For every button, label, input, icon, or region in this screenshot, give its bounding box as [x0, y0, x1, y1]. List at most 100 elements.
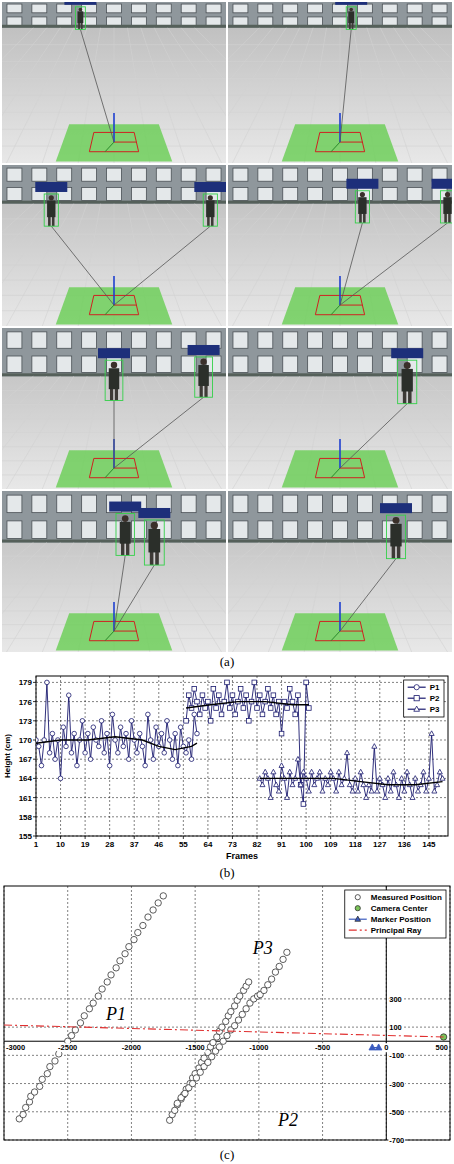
- marker-axis: [339, 439, 341, 468]
- ray-line: [340, 559, 396, 631]
- trend-line: [260, 778, 443, 784]
- data-point: [260, 712, 265, 717]
- data-point: [108, 972, 114, 978]
- person-leg: [397, 546, 400, 559]
- data-point: [192, 712, 197, 717]
- window: [206, 4, 221, 13]
- person-leg: [204, 385, 207, 397]
- data-point: [80, 719, 85, 724]
- data-point: [336, 769, 341, 774]
- bounding-box: [346, 7, 356, 30]
- ray-line: [80, 29, 114, 142]
- marker-axis: [113, 113, 115, 142]
- tile-line: [168, 543, 226, 652]
- window: [308, 332, 323, 348]
- building: [228, 328, 452, 376]
- data-point: [298, 783, 303, 788]
- person-leg: [403, 391, 406, 404]
- window: [107, 521, 122, 539]
- window: [333, 332, 348, 348]
- data-point: [287, 687, 292, 692]
- window: [7, 187, 22, 200]
- window: [131, 17, 146, 26]
- data-point: [219, 1024, 225, 1030]
- window: [32, 356, 47, 372]
- tile-line: [394, 376, 452, 489]
- ground: [228, 165, 452, 326]
- y-tick-label: 173: [19, 717, 33, 726]
- person-leg: [444, 213, 447, 223]
- grid-line: [355, 676, 356, 836]
- marker-axis: [113, 276, 115, 305]
- annotation: P3: [252, 938, 273, 958]
- data-point: [290, 782, 295, 787]
- tile-line: [195, 376, 226, 489]
- data-point: [284, 949, 290, 955]
- data-point: [247, 719, 252, 724]
- data-point: [81, 1013, 87, 1019]
- tile-line: [228, 204, 259, 326]
- data-point: [298, 782, 303, 787]
- video-frame: [228, 165, 452, 326]
- bounding-box: [355, 191, 369, 223]
- tile-line: [168, 376, 226, 489]
- window: [32, 168, 47, 181]
- window: [333, 356, 348, 372]
- x-tick-label: -500: [315, 1043, 330, 1052]
- person-leg: [359, 213, 362, 223]
- label-patch: [388, 1023, 403, 1032]
- window: [283, 168, 298, 181]
- data-point: [205, 1059, 211, 1065]
- window: [156, 356, 171, 372]
- label-patch: [121, 1043, 142, 1052]
- data-point: [261, 987, 267, 993]
- legend-key: [414, 685, 419, 690]
- grid-line: [195, 886, 196, 1140]
- window: [258, 521, 273, 539]
- y-tick-label: 161: [19, 794, 33, 803]
- data-point: [241, 706, 246, 711]
- window: [258, 168, 273, 181]
- data-point: [36, 738, 38, 743]
- window: [233, 168, 248, 181]
- label-patch: [434, 1043, 449, 1052]
- data-point: [228, 1008, 234, 1014]
- tile-line: [228, 376, 259, 489]
- window: [206, 495, 221, 513]
- data-point: [219, 712, 224, 717]
- label-patch: [5, 1043, 26, 1052]
- window: [57, 521, 72, 539]
- height-label-box: [335, 2, 367, 5]
- window: [156, 168, 171, 181]
- window: [308, 521, 323, 539]
- data-point: [121, 744, 126, 749]
- data-point: [90, 1000, 96, 1006]
- tile-line: [2, 204, 60, 326]
- data-point: [309, 769, 314, 774]
- data-point: [209, 1054, 215, 1060]
- data-point: [110, 712, 115, 717]
- data-point: [99, 719, 104, 724]
- x-tick-label: 1: [34, 840, 39, 849]
- window: [283, 521, 298, 539]
- data-point: [276, 788, 281, 793]
- person-leg: [349, 23, 351, 30]
- height-label-box: [194, 182, 226, 192]
- data-point: [186, 738, 191, 743]
- plot-frame: [4, 886, 450, 1140]
- window: [206, 17, 221, 26]
- window: [333, 521, 348, 539]
- height-label-box: [380, 503, 412, 513]
- window: [107, 187, 122, 200]
- panel-caption: (c): [220, 1147, 234, 1162]
- data-point: [372, 744, 377, 749]
- data-point: [268, 976, 274, 982]
- data-point: [96, 744, 101, 749]
- y-tick-label: -700: [389, 1136, 404, 1145]
- data-point: [186, 693, 191, 698]
- data-point: [413, 776, 418, 781]
- window: [57, 17, 72, 26]
- window: [7, 17, 22, 26]
- data-point: [176, 763, 181, 768]
- tile-line: [421, 543, 452, 652]
